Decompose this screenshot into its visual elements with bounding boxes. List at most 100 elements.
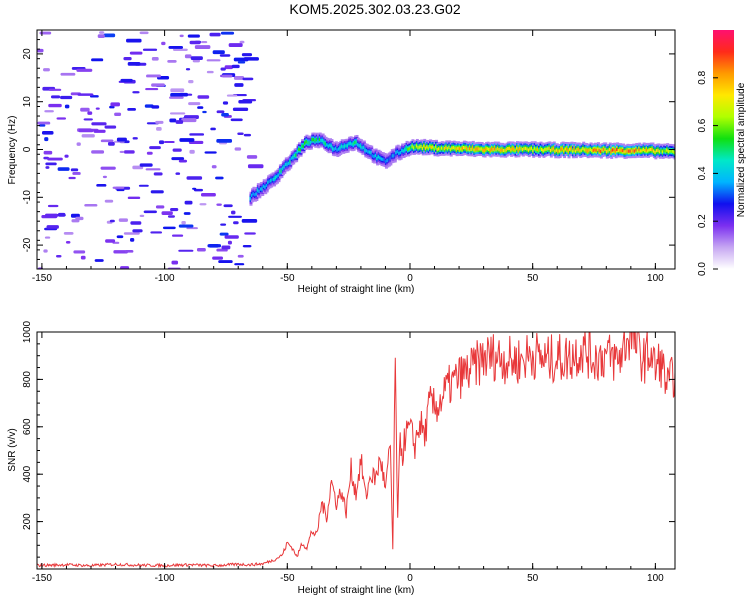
noise-cell — [45, 166, 50, 169]
noise-cell — [162, 226, 176, 230]
noise-cell — [76, 142, 81, 146]
noise-cell — [189, 40, 201, 45]
noise-cell — [244, 232, 256, 235]
noise-cell — [145, 88, 159, 91]
noise-cell — [95, 107, 100, 110]
noise-cell — [150, 190, 164, 194]
noise-cell — [161, 211, 173, 215]
noise-cell — [169, 96, 184, 99]
noise-cell — [39, 31, 52, 35]
noise-cell — [172, 148, 182, 152]
noise-cell — [215, 176, 224, 180]
noise-cell — [242, 77, 254, 81]
noise-cell — [45, 213, 58, 218]
spectrogram-cells — [37, 31, 675, 269]
noise-cell — [57, 212, 66, 217]
snr-series-line — [37, 332, 675, 569]
noise-cell — [161, 41, 166, 46]
noise-cell — [186, 93, 193, 96]
noise-cell — [73, 250, 86, 254]
spectrogram-x-tick-label: -100 — [155, 273, 175, 284]
noise-cell — [219, 232, 229, 236]
noise-cell — [130, 237, 135, 242]
spectrogram-y-tick-label: -10 — [22, 190, 33, 205]
noise-cell — [231, 210, 236, 215]
noise-cell — [91, 150, 105, 154]
noise-cell — [109, 105, 115, 109]
snr-x-tick-label: 100 — [647, 573, 664, 584]
noise-cell — [96, 184, 107, 187]
noise-cell — [118, 218, 128, 222]
colorbar-gradient — [713, 30, 734, 269]
noise-cell — [132, 91, 140, 94]
noise-cell — [156, 126, 162, 131]
snr-x-tick-label: -50 — [280, 573, 295, 584]
noise-cell — [127, 196, 141, 200]
noise-cell — [151, 105, 160, 109]
noise-cell — [223, 204, 233, 208]
spectrogram-x-label: Height of straight line (km) — [298, 284, 415, 295]
noise-cell — [43, 68, 50, 72]
snr-y-label: SNR (v/v) — [7, 428, 18, 471]
noise-cell — [206, 59, 221, 62]
noise-cell — [189, 149, 195, 154]
noise-cell — [178, 159, 188, 163]
noise-cell — [63, 231, 74, 235]
noise-cell — [179, 138, 195, 142]
noise-cell — [193, 188, 203, 192]
noise-cell — [211, 165, 217, 169]
noise-cell — [233, 221, 239, 225]
noise-cell — [216, 110, 225, 114]
noise-cell — [46, 225, 59, 229]
noise-cell — [91, 58, 104, 62]
noise-cell — [167, 60, 177, 63]
snr-x-tick-label: -150 — [32, 573, 52, 584]
colorbar-tick-label: 0.6 — [697, 118, 708, 132]
noise-cell — [50, 95, 61, 99]
noise-cell — [120, 78, 133, 83]
noise-cell — [212, 50, 225, 55]
noise-cell — [216, 139, 233, 143]
noise-cell — [220, 223, 227, 226]
noise-cell — [246, 155, 258, 159]
noise-cell — [158, 140, 165, 145]
noise-cell — [139, 31, 149, 35]
noise-cell — [72, 172, 81, 175]
noise-cell — [102, 175, 107, 179]
noise-cell — [231, 64, 240, 69]
noise-cell — [186, 176, 203, 180]
noise-cell — [127, 107, 136, 111]
noise-cell — [155, 120, 164, 124]
noise-cell — [210, 127, 216, 131]
noise-cell — [83, 118, 93, 121]
ridge-cell — [673, 150, 675, 155]
noise-cell — [227, 240, 232, 245]
noise-cell — [138, 184, 149, 187]
snr-x-tick-label: 50 — [527, 573, 539, 584]
noise-cell — [170, 93, 182, 97]
noise-cell — [76, 68, 93, 72]
noise-cell — [151, 56, 159, 61]
noise-cell — [197, 106, 204, 109]
snr-axes: -150 -100 -50 0 50 100 200 400 600 800 1000 — [22, 320, 675, 584]
noise-cell — [197, 95, 210, 99]
noise-cell — [150, 231, 162, 234]
noise-cell — [127, 61, 141, 66]
spectrogram-y-tick-label: -20 — [22, 237, 33, 252]
noise-cell — [190, 56, 203, 60]
noise-cell — [221, 245, 231, 250]
noise-cell — [105, 239, 116, 243]
noise-cell — [224, 235, 239, 239]
noise-cell — [37, 48, 44, 53]
spectrogram-y-tick-label: 10 — [22, 96, 33, 108]
noise-cell — [120, 266, 130, 269]
noise-cell — [143, 210, 157, 214]
noise-cell — [200, 192, 216, 197]
noise-cell — [192, 187, 197, 190]
noise-cell — [237, 132, 244, 136]
snr-y-tick-label: 1000 — [22, 320, 33, 343]
noise-cell — [126, 38, 142, 43]
noise-cell — [146, 74, 161, 78]
noise-cell — [103, 33, 116, 38]
